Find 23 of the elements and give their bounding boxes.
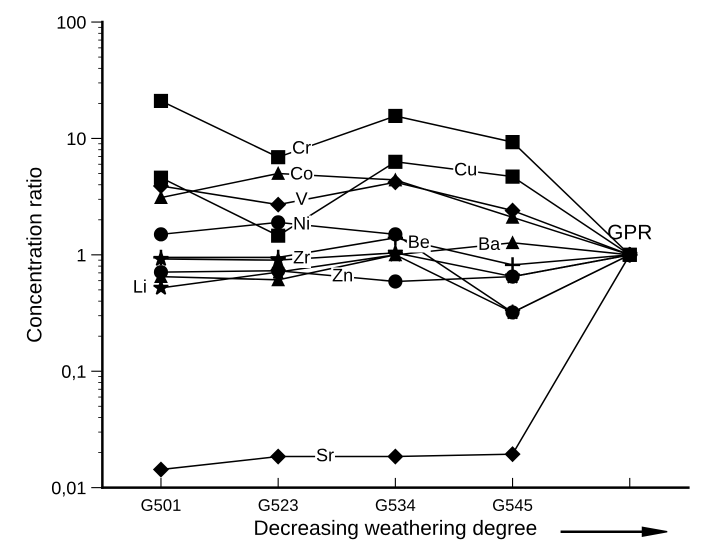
y-tick-label: 1 xyxy=(78,248,86,262)
series-label: Cr xyxy=(292,141,311,154)
x-tick-label: G523 xyxy=(258,499,298,511)
series-label: Co xyxy=(290,166,312,180)
series-label: Cu xyxy=(455,162,476,176)
y-axis-title: Concentration ratio xyxy=(26,168,42,342)
x-axis-title: Decreasing weathering degree xyxy=(255,520,536,540)
y-tick-label: 0,1 xyxy=(62,365,86,380)
series-label: Zr xyxy=(294,250,310,264)
series-label: Sr xyxy=(316,448,334,462)
annotation: GPR xyxy=(608,224,652,240)
x-tick-label: G534 xyxy=(376,499,416,511)
series-label: Li xyxy=(134,279,146,293)
series-label: Ni xyxy=(294,216,309,230)
y-tick-label: 10 xyxy=(68,132,86,146)
series-label: V xyxy=(296,192,308,205)
x-tick-label: G545 xyxy=(493,499,532,511)
y-tick-label: 100 xyxy=(58,16,86,29)
y-tick-label: 0,01 xyxy=(52,482,86,496)
series-label: Ba xyxy=(480,237,500,250)
series-label: Be xyxy=(409,235,430,248)
x-tick-label: G501 xyxy=(141,499,181,511)
series-label: Zn xyxy=(332,268,352,282)
